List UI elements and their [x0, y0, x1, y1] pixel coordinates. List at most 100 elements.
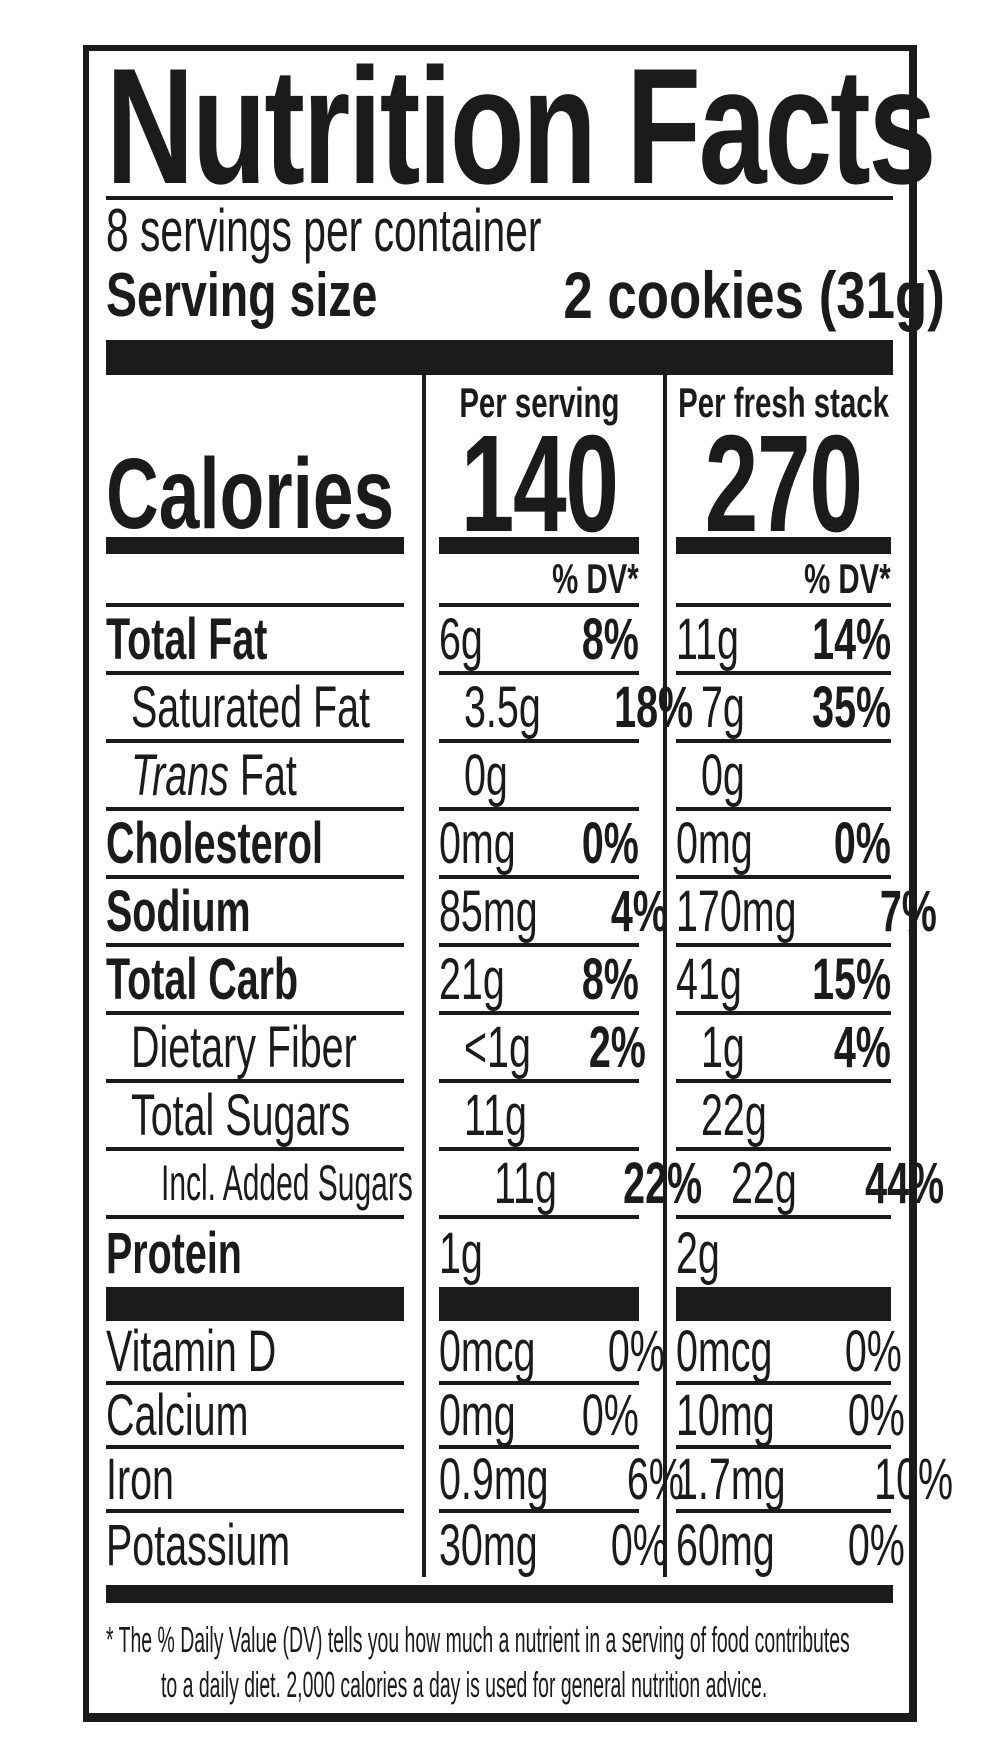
column-divider: [663, 1513, 667, 1577]
daily-value: 0%: [581, 1382, 639, 1448]
label-title-text: Nutrition Facts: [106, 34, 936, 218]
nutrient-label: Cholesterol: [106, 810, 323, 876]
amount: 170mg: [676, 878, 797, 944]
amount: 0mg: [439, 1382, 516, 1448]
column-divider: [663, 607, 667, 675]
column-divider: [663, 1219, 667, 1287]
amount: 30mg: [439, 1512, 538, 1578]
column-divider: [422, 425, 426, 537]
calories-underline-bars: [106, 537, 893, 554]
column-divider: [422, 947, 426, 1015]
row-total-carb: Total Carb 21g 8% 41g 15%: [106, 947, 893, 1015]
column-divider: [422, 1083, 426, 1151]
amount: 11g: [464, 1082, 527, 1148]
nutrient-label: Fat: [239, 742, 297, 808]
amount: 22g: [731, 1150, 797, 1216]
amount: 0mg: [676, 810, 753, 876]
amount: 10mg: [676, 1382, 775, 1448]
amount: 11g: [494, 1150, 557, 1216]
daily-value: 15%: [812, 946, 891, 1012]
row-sodium: Sodium 85mg 4% 170mg 7%: [106, 878, 937, 947]
column-divider: [663, 1321, 667, 1385]
column-divider: [422, 537, 426, 554]
footnote-line-1: * The % Daily Value (DV) tells you how m…: [106, 1619, 850, 1660]
row-trans-fat: Trans Fat 0g 0g: [106, 743, 893, 811]
column-divider: [663, 537, 667, 554]
column-divider: [663, 675, 667, 743]
calories-per-serving-value: 140: [460, 407, 619, 562]
daily-value: 22%: [623, 1150, 703, 1216]
daily-value-header-row: % DV* % DV*: [106, 554, 893, 607]
amount: 7g: [701, 674, 745, 740]
daily-value: 0%: [607, 1318, 665, 1384]
nutrient-label: Potassium: [106, 1512, 291, 1578]
daily-value: 4%: [833, 1014, 891, 1080]
daily-value: 14%: [812, 606, 891, 672]
amount: 1.7mg: [676, 1446, 786, 1512]
column-divider: [422, 675, 426, 743]
column-divider: [422, 1385, 426, 1449]
daily-value: 6%: [627, 1446, 685, 1512]
amount: 22g: [701, 1082, 767, 1148]
daily-value: 7%: [880, 878, 938, 944]
nutrient-label: Vitamin D: [106, 1318, 277, 1384]
protein-separator-bars: [106, 1287, 893, 1321]
column-divider: [663, 1385, 667, 1449]
nutrient-label: Iron: [106, 1446, 174, 1512]
row-total-sugars: Total Sugars 11g 22g: [106, 1083, 893, 1151]
row-potassium: Potassium 30mg 0% 60mg 0%: [106, 1512, 905, 1578]
nutrition-facts-label: Nutrition Facts 8 servings per container…: [83, 44, 953, 1722]
serving-size-label: Serving size: [106, 260, 378, 330]
row-total-fat: Total Fat 6g 8% 11g 14%: [106, 607, 893, 675]
column-divider: [663, 425, 667, 537]
column-divider: [422, 375, 426, 425]
daily-value: 4%: [610, 878, 668, 944]
amount: 85mg: [439, 878, 538, 944]
daily-value: 44%: [864, 1150, 944, 1216]
column-divider: [663, 1015, 667, 1083]
calories-header-row: Per serving Per fresh stack: [106, 375, 893, 425]
amount: <1g: [464, 1014, 531, 1080]
row-cholesterol: Cholesterol 0mg 0% 0mg 0%: [106, 811, 893, 879]
daily-value: 0%: [844, 1318, 902, 1384]
amount: 2g: [676, 1220, 720, 1286]
amount: 0g: [701, 742, 745, 808]
column-divider: [422, 1287, 426, 1321]
daily-value-footnote: * The % Daily Value (DV) tells you how m…: [106, 1617, 893, 1707]
column-divider: [422, 1015, 426, 1083]
nutrient-label: Dietary Fiber: [131, 1014, 357, 1080]
serving-size-row: Serving size 2 cookies (31g): [106, 258, 945, 332]
amount: 0g: [464, 742, 508, 808]
column-divider: [422, 1219, 426, 1287]
row-iron: Iron 0.9mg 6% 1.7mg 10%: [106, 1446, 953, 1513]
column-divider: [422, 1321, 426, 1385]
nutrient-label: Calcium: [106, 1382, 249, 1448]
column-divider: [422, 554, 426, 607]
row-dietary-fiber: Dietary Fiber <1g 2% 1g 4%: [106, 1015, 893, 1083]
amount: 21g: [439, 946, 505, 1012]
daily-value: 0%: [581, 810, 639, 876]
row-calcium: Calcium 0mg 0% 10mg 0%: [106, 1382, 905, 1449]
row-added-sugars: Incl. Added Sugars 11g 22% 22g 44%: [106, 1150, 944, 1219]
nutrient-label: Saturated Fat: [131, 674, 370, 740]
daily-value: 2%: [589, 1014, 647, 1080]
title-divider-rule: [106, 196, 893, 200]
daily-value: 0%: [847, 1382, 905, 1448]
nutrient-label: Sodium: [106, 878, 251, 944]
column-divider: [663, 743, 667, 811]
column-divider: [422, 1513, 426, 1577]
column-divider: [422, 1449, 426, 1513]
column-divider: [422, 1151, 426, 1219]
calories-row: Calories 140 270: [106, 407, 893, 562]
nutrient-label: Total Fat: [106, 606, 268, 672]
thick-separator-bar-top: [106, 340, 893, 375]
amount: 11g: [676, 606, 739, 672]
column-divider: [663, 811, 667, 879]
amount: 0mg: [439, 810, 516, 876]
calories-label: Calories: [106, 438, 395, 550]
amount: 1g: [439, 1220, 483, 1286]
column-divider: [663, 947, 667, 1015]
daily-value: 0%: [847, 1512, 905, 1578]
nutrition-table: Per serving Per fresh stack Calories 140…: [106, 375, 953, 1578]
footnote-line-2: to a daily diet. 2,000 calories a day is…: [161, 1664, 768, 1705]
